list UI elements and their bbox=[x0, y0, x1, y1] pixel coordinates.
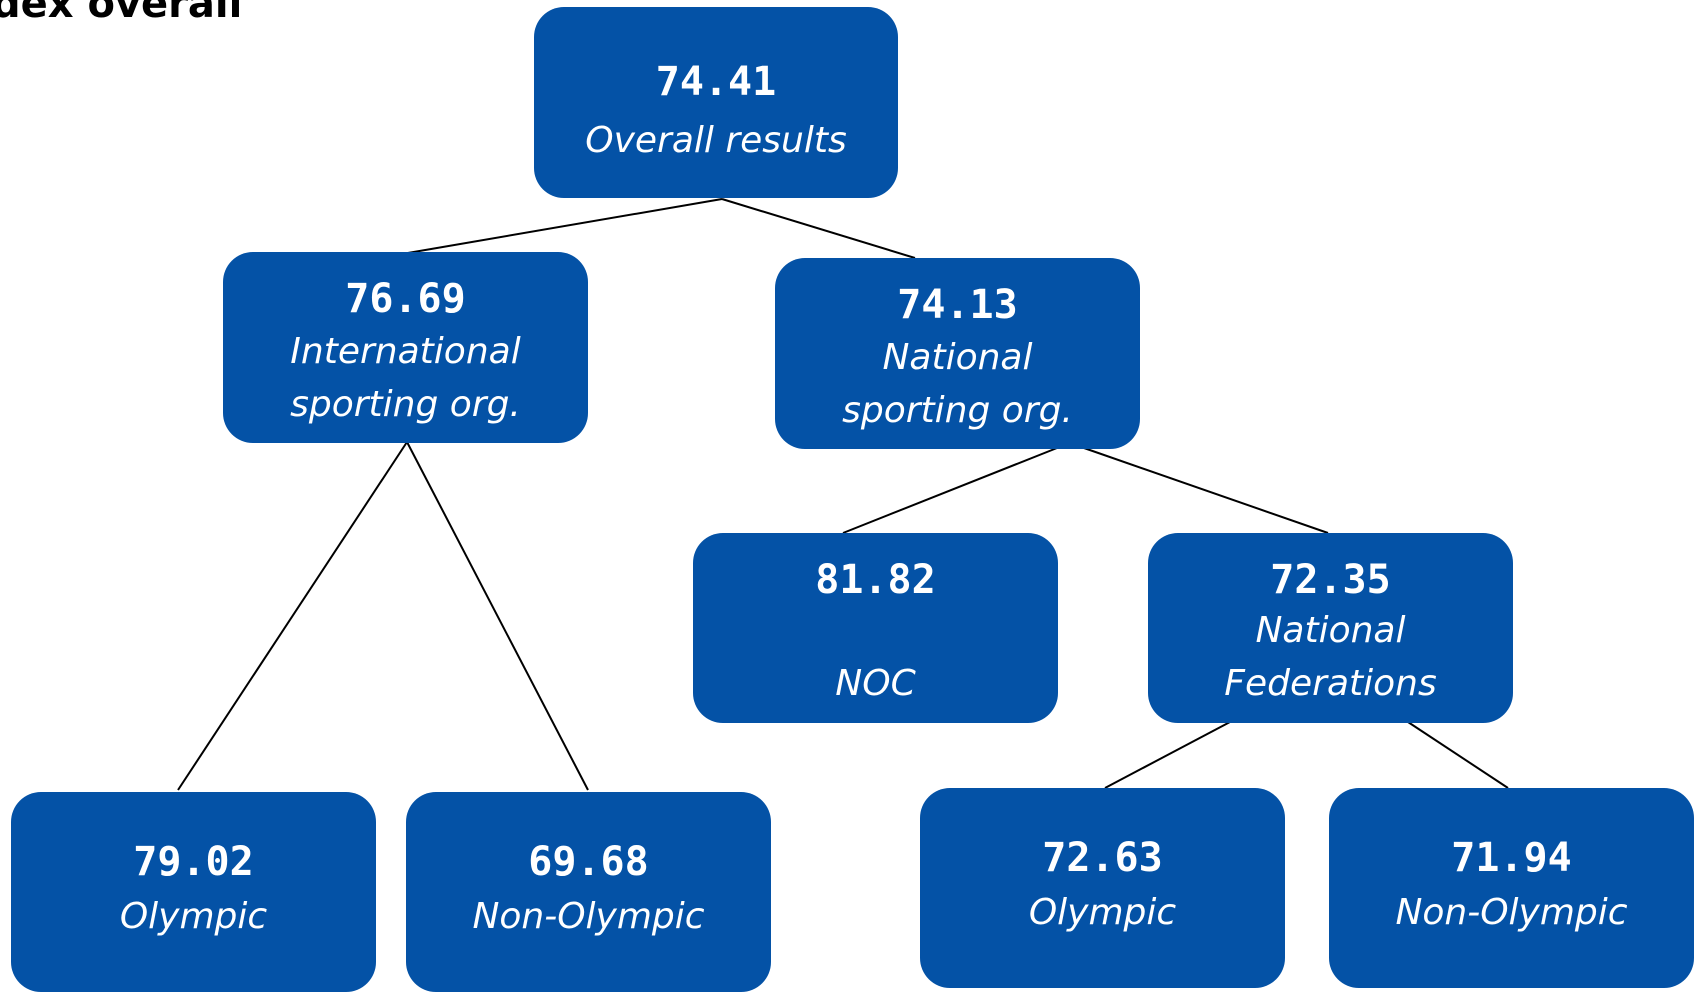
link-international-non-olympic bbox=[406, 441, 589, 791]
node-value: 72.63 bbox=[1042, 835, 1163, 881]
node-value: 79.02 bbox=[133, 839, 254, 885]
node-label: NOC bbox=[835, 663, 916, 704]
link-overall-international bbox=[401, 198, 723, 255]
node-nf-olympic: 72.63 Olympic bbox=[920, 788, 1285, 988]
node-label: Olympic bbox=[1028, 892, 1177, 933]
node-value: 69.68 bbox=[528, 839, 649, 885]
diagram-title: dex overall bbox=[0, 0, 243, 27]
node-national-sporting-org: 74.13 National sporting org. bbox=[775, 258, 1140, 449]
node-label: Overall results bbox=[585, 120, 847, 161]
node-value: 71.94 bbox=[1451, 835, 1572, 881]
node-value: 81.82 bbox=[815, 557, 936, 603]
node-label: National sporting org. bbox=[842, 337, 1073, 431]
link-federations-olympic bbox=[1104, 721, 1231, 789]
link-overall-national bbox=[721, 198, 916, 259]
node-label: International sporting org. bbox=[290, 331, 521, 425]
link-national-noc bbox=[842, 447, 1058, 534]
node-label: Olympic bbox=[119, 896, 268, 937]
node-label: Non-Olympic bbox=[472, 896, 705, 937]
node-label: National Federations bbox=[1224, 610, 1437, 704]
node-label: Non-Olympic bbox=[1395, 892, 1628, 933]
link-international-olympic bbox=[177, 441, 408, 791]
node-national-federations: 72.35 National Federations bbox=[1148, 533, 1513, 723]
node-value: 72.35 bbox=[1270, 557, 1391, 603]
link-federations-non-olympic bbox=[1407, 721, 1509, 789]
node-value: 74.41 bbox=[655, 59, 777, 105]
node-international-sporting-org: 76.69 International sporting org. bbox=[223, 252, 588, 443]
node-nf-non-olympic: 71.94 Non-Olympic bbox=[1329, 788, 1694, 988]
node-value: 76.69 bbox=[345, 276, 466, 322]
node-value: 74.13 bbox=[897, 282, 1018, 328]
node-overall-results: 74.41 Overall results bbox=[534, 7, 898, 198]
node-intl-non-olympic: 69.68 Non-Olympic bbox=[406, 792, 771, 992]
node-intl-olympic: 79.02 Olympic bbox=[11, 792, 376, 992]
node-noc: 81.82 NOC bbox=[693, 533, 1058, 723]
link-national-federations bbox=[1083, 447, 1329, 534]
